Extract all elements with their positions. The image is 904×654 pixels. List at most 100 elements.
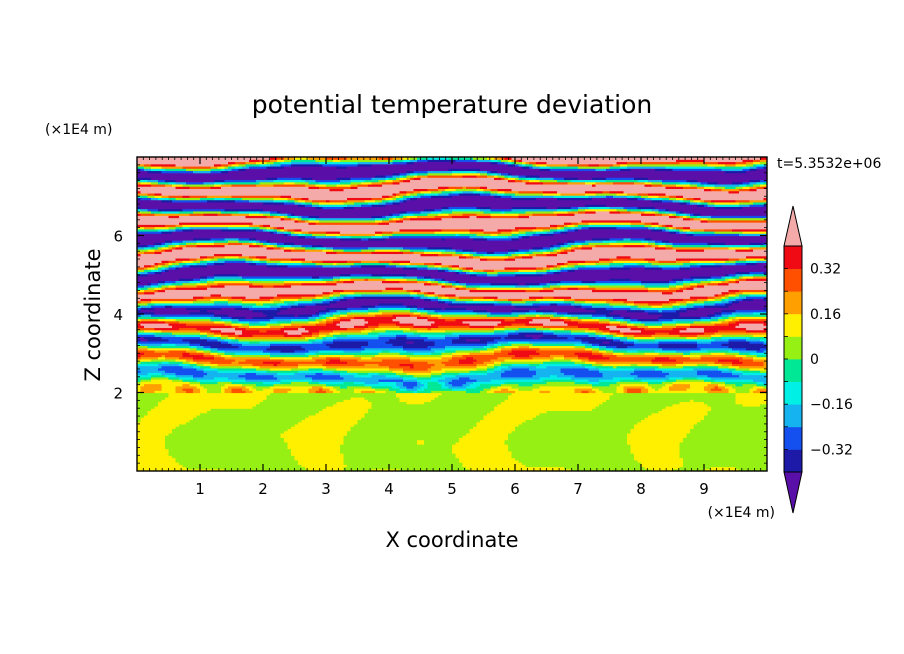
contour-cell — [644, 284, 670, 288]
contour-cell — [634, 457, 684, 461]
contour-cell — [266, 370, 299, 373]
contour-cell — [473, 309, 488, 313]
contour-cell — [686, 197, 695, 201]
contour-cell — [357, 186, 439, 189]
contour-cell — [753, 298, 765, 302]
contour-cell — [368, 325, 380, 329]
contour-cell — [165, 374, 177, 378]
contour-cell — [175, 334, 201, 338]
contour-cell — [578, 354, 604, 358]
contour-cell — [676, 300, 688, 304]
contour-cell — [571, 468, 653, 471]
contour-cell — [186, 322, 226, 326]
contour-cell — [427, 280, 432, 284]
contour-cell — [161, 260, 170, 264]
contour-cell — [616, 239, 642, 243]
contour-cell — [427, 309, 436, 313]
contour-cell — [427, 316, 439, 320]
contour-cell — [595, 280, 642, 284]
contour-cell — [172, 282, 184, 286]
contour-cell — [690, 199, 695, 203]
contour-cell — [518, 177, 527, 181]
contour-cell — [259, 244, 264, 248]
contour-cell — [602, 401, 681, 405]
contour-cell — [154, 287, 163, 290]
contour-cell — [385, 340, 408, 344]
contour-cell — [406, 340, 415, 344]
contour-cell — [427, 291, 436, 295]
contour-cell — [175, 246, 184, 250]
contour-cell — [567, 316, 579, 320]
contour-cell — [144, 291, 156, 295]
contour-cell — [609, 206, 625, 210]
contour-cell — [371, 181, 383, 185]
contour-cell — [508, 159, 513, 163]
contour-cell — [410, 327, 429, 331]
contour-cell — [434, 396, 509, 400]
contour-cell — [214, 311, 264, 315]
contour-cell — [599, 349, 607, 353]
contour-cell — [315, 302, 331, 306]
contour-cell — [525, 311, 544, 315]
contour-cell — [662, 381, 674, 385]
contour-cell — [501, 361, 544, 364]
contour-cell — [627, 432, 688, 436]
contour-cell — [637, 325, 649, 329]
contour-cell — [557, 248, 562, 252]
contour-cell — [746, 338, 761, 342]
contour-cell — [602, 372, 632, 376]
contour-cell — [350, 396, 366, 400]
contour-cell — [210, 186, 222, 189]
contour-cell — [683, 376, 698, 380]
contour-cell — [560, 192, 586, 196]
contour-cell — [382, 183, 593, 187]
contour-cell — [354, 201, 369, 205]
contour-cell — [609, 237, 625, 241]
contour-cell — [459, 233, 478, 237]
contour-cell — [550, 251, 558, 255]
contour-cell — [473, 356, 499, 360]
contour-cell — [200, 280, 208, 284]
contour-cell — [588, 195, 607, 198]
contour-cell — [137, 251, 145, 255]
contour-cell — [574, 390, 583, 394]
contour-cell — [158, 246, 163, 250]
contour-cell — [280, 322, 292, 326]
contour-cell — [711, 316, 719, 320]
contour-cell — [378, 260, 394, 264]
y-tick-label: 2 — [113, 385, 123, 403]
contour-cell — [147, 372, 163, 376]
contour-cell — [168, 195, 184, 198]
contour-cell — [399, 181, 527, 185]
contour-cell — [725, 293, 730, 297]
contour-cell — [539, 300, 565, 304]
contour-cell — [189, 352, 205, 355]
contour-cell — [623, 300, 635, 304]
contour-cell — [683, 457, 767, 461]
contour-cell — [641, 239, 649, 243]
contour-cell — [553, 329, 572, 333]
contour-cell — [686, 302, 695, 306]
contour-cell — [553, 177, 565, 181]
contour-cell — [410, 217, 443, 221]
contour-cell — [532, 246, 544, 250]
contour-cell — [238, 374, 275, 378]
contour-cell — [424, 251, 443, 255]
contour-cell — [574, 298, 614, 302]
contour-cell — [441, 210, 453, 214]
contour-cell — [427, 361, 443, 364]
contour-cell — [424, 192, 439, 196]
contour-cell — [539, 376, 572, 380]
contour-cell — [263, 213, 271, 216]
contour-cell — [634, 455, 681, 459]
contour-cell — [238, 320, 250, 324]
contour-cell — [504, 177, 509, 181]
contour-cell — [413, 251, 425, 255]
contour-cell — [137, 408, 152, 412]
contour-cell — [634, 370, 663, 373]
contour-cell — [403, 275, 418, 279]
contour-cell — [350, 177, 373, 181]
contour-cell — [483, 210, 502, 214]
contour-cell — [291, 426, 352, 429]
contour-cell — [613, 392, 737, 396]
